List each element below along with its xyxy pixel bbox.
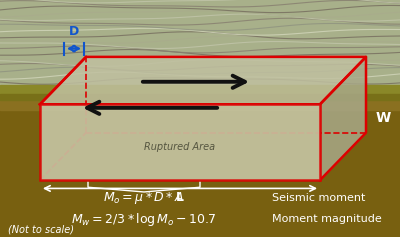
Text: Seismic moment: Seismic moment [272,193,365,203]
Text: L: L [176,191,184,204]
Bar [0,97,400,237]
Bar [0,98,400,110]
Text: $M_w = 2/3 * \log M_o - 10.7$: $M_w = 2/3 * \log M_o - 10.7$ [71,211,217,228]
Text: D: D [69,25,79,38]
Bar [40,104,320,180]
Polygon shape [40,57,366,104]
Text: W: W [376,111,391,126]
Polygon shape [320,57,366,180]
Bar [0,85,400,98]
Text: Ruptured Area: Ruptured Area [144,142,216,152]
Bar [0,0,400,96]
Text: $M_o = \mu * D * A$: $M_o = \mu * D * A$ [103,190,185,206]
Text: Moment magnitude: Moment magnitude [272,214,382,224]
Text: (Not to scale): (Not to scale) [8,225,74,235]
Bar [0,94,400,100]
